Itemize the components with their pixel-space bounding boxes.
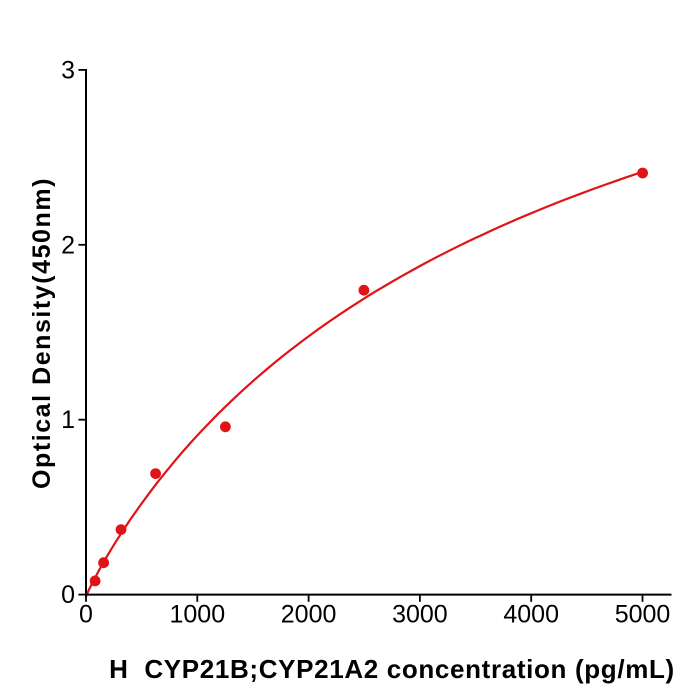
svg-text:2000: 2000	[281, 601, 337, 629]
svg-text:1: 1	[61, 406, 75, 434]
svg-text:4000: 4000	[503, 601, 559, 629]
svg-text:0: 0	[61, 581, 75, 609]
svg-text:3: 3	[61, 56, 75, 84]
svg-text:3000: 3000	[392, 601, 448, 629]
svg-text:H CYP21B;CYP21A2 concentratio: H CYP21B;CYP21A2 concentration (pg/mL)	[109, 654, 675, 684]
svg-text:2: 2	[61, 231, 75, 259]
svg-text:1000: 1000	[169, 601, 225, 629]
svg-text:Optical Density(450nm): Optical Density(450nm)	[28, 177, 56, 489]
svg-text:0: 0	[79, 601, 93, 629]
svg-text:5000: 5000	[615, 601, 671, 629]
